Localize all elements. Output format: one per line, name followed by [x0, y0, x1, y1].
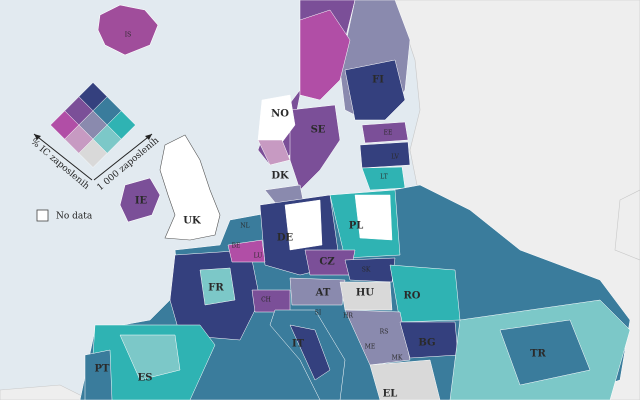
scandinavia — [257, 0, 411, 191]
country-label: BG — [418, 338, 435, 349]
country-label: SI — [315, 310, 322, 317]
continent — [79, 184, 631, 400]
country-label: CZ — [319, 257, 334, 268]
country-label: FI — [372, 75, 384, 86]
country-label: MK — [392, 355, 403, 362]
country-labels: IS NO SE FI EE LV LT DK IE UK NL BE LU DE PL CZ SK AT HU RO… — [95, 32, 547, 400]
country-label: NL — [240, 223, 249, 230]
country-label: AT — [315, 288, 331, 299]
arrow-head — [145, 134, 152, 140]
country-label: RO — [403, 291, 420, 302]
country-label: HR — [343, 313, 353, 320]
country-label: IS — [125, 32, 131, 39]
country-label: LT — [380, 174, 388, 181]
country-label: LV — [391, 154, 399, 161]
country-label: LU — [254, 253, 263, 260]
country-label: IT — [292, 339, 305, 350]
legend-arrow — [93, 133, 153, 181]
country-label: IE — [135, 196, 148, 207]
country-label: EL — [383, 389, 398, 400]
country-label: RS — [380, 329, 389, 336]
country-label: CH — [261, 297, 271, 304]
arrow-head — [34, 134, 41, 140]
country-label: SE — [311, 125, 326, 136]
country-label: EE — [384, 130, 393, 137]
legend-arrow — [33, 133, 93, 181]
country-label: SK — [362, 267, 371, 274]
country-label: PT — [95, 364, 111, 375]
country-label: BE — [232, 243, 241, 250]
country-label: UK — [183, 216, 201, 227]
legend-cell — [78, 138, 108, 168]
no-data-label: No data — [56, 212, 93, 222]
country-label: TR — [530, 349, 546, 360]
country-label: ME — [365, 344, 376, 351]
country-label: HU — [356, 288, 374, 299]
country-label: ES — [138, 373, 153, 384]
country-label: DE — [277, 233, 294, 244]
country-label: NO — [271, 109, 289, 120]
country-label: FR — [208, 283, 224, 294]
country-label: DK — [271, 171, 289, 182]
country-label: PL — [349, 221, 364, 232]
no-data-swatch — [36, 209, 49, 222]
